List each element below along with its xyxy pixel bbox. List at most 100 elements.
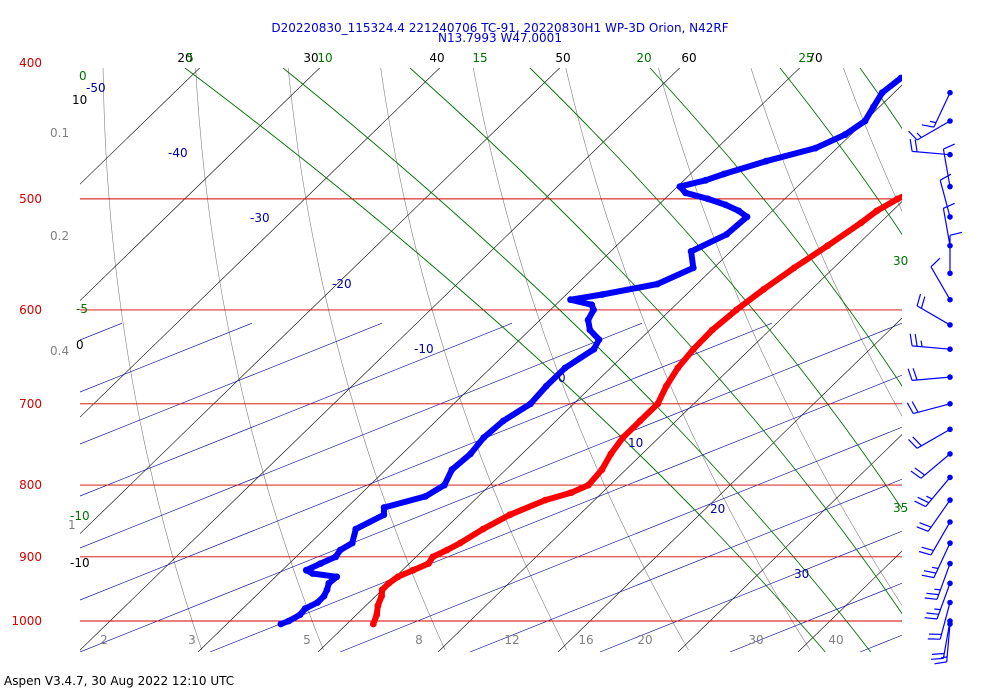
- temperature-point: [654, 400, 662, 408]
- dewpoint-point: [467, 450, 474, 458]
- isotherm-top-label: 70: [807, 51, 822, 65]
- temperature-point: [894, 195, 901, 203]
- moist-right-label: 30: [893, 254, 908, 268]
- chart-subtitle: N13.7993 W47.0001: [438, 31, 562, 45]
- pressure-label: 500: [19, 192, 42, 206]
- isotherm: [677, 434, 902, 652]
- mixing-ratio-line: [80, 322, 253, 393]
- wind-barb: [906, 401, 953, 415]
- moist-adiabat: [529, 68, 902, 510]
- dewpoint-point: [897, 74, 902, 82]
- dewpoint-point: [762, 157, 770, 165]
- temperature-point: [824, 242, 832, 250]
- dewpoint-point: [720, 170, 728, 178]
- temperature-point: [674, 364, 682, 372]
- wind-barb: [907, 368, 953, 381]
- wind-barb: [924, 580, 953, 620]
- dewpoint-point: [590, 345, 598, 353]
- mixing-ratio-line: [209, 374, 902, 652]
- moist-top-label: 15: [472, 51, 487, 65]
- bottom-label: 2: [100, 633, 108, 647]
- dewpoint-point: [317, 560, 324, 567]
- temperature-point: [443, 546, 451, 554]
- footer-version: Aspen V3.4.7, 30 Aug 2022 12:10 UTC: [4, 674, 235, 688]
- temperature-point: [373, 611, 381, 619]
- moist-top-label: 20: [636, 51, 651, 65]
- wind-barb: [921, 89, 953, 128]
- dewpoint-point: [441, 481, 448, 489]
- temperature-point: [690, 345, 697, 353]
- temperature-point: [873, 207, 881, 215]
- isotherm: [80, 68, 441, 418]
- pressure-label: 900: [19, 550, 42, 564]
- chart-title: D20220830_115324.4 221240706 TC-91, 2022…: [271, 21, 728, 35]
- dewpoint-point: [723, 231, 730, 238]
- temperature-point: [607, 450, 615, 458]
- temperature-point: [961, 158, 968, 165]
- dewpoint-point: [735, 207, 743, 215]
- dewpoint-point: [567, 296, 574, 304]
- isotherm-top-label: 40: [429, 51, 444, 65]
- mixing-inner-label: -20: [332, 277, 352, 291]
- background-lines: [80, 68, 902, 652]
- temperature-point: [369, 620, 377, 628]
- dewpoint-point: [527, 400, 534, 408]
- isotherm: [437, 201, 902, 652]
- temperature-point: [479, 525, 487, 533]
- moist-adiabat: [779, 68, 902, 236]
- isotherm: [80, 68, 321, 302]
- wind-barb: [916, 293, 953, 328]
- dewpoint-point: [743, 213, 751, 221]
- temperature-point: [619, 434, 627, 441]
- bottom-label: 20: [637, 633, 652, 647]
- pressure-label: 400: [19, 56, 42, 70]
- dewpoint-point: [332, 553, 340, 561]
- bottom-label: 40: [828, 633, 843, 647]
- dewpoint-point: [689, 264, 697, 272]
- pressure-label: 1000: [11, 614, 42, 628]
- temperature-point: [598, 466, 606, 474]
- wind-barb: [908, 118, 953, 141]
- temperature-point: [374, 602, 382, 609]
- mixing-inner-label: 10: [628, 436, 643, 450]
- dewpoint-point: [676, 183, 684, 191]
- dewpoint-point: [598, 291, 606, 298]
- mixing-inner-label: -30: [250, 211, 270, 225]
- dewpoint-point: [499, 417, 507, 425]
- temperature-point: [394, 573, 402, 581]
- moist-right-label: 35: [893, 501, 908, 515]
- temperature-point: [567, 489, 575, 497]
- dewpoint-point: [654, 280, 661, 288]
- dewpoint-point: [301, 605, 309, 613]
- dry-left-label: 0.2: [50, 229, 69, 243]
- dewpoint-point: [682, 189, 689, 197]
- wind-barb: [910, 451, 953, 479]
- dewpoint-point: [277, 620, 285, 628]
- moist-adiabat: [282, 68, 872, 652]
- dewpoint-point: [309, 570, 316, 577]
- moist-adiabat: [184, 68, 826, 652]
- dewpoint-point: [878, 89, 886, 97]
- wind-barb: [942, 143, 955, 190]
- temperature-point: [425, 560, 432, 567]
- dry-adiabat: [195, 68, 324, 651]
- isotherm-top-label: 50: [555, 51, 570, 65]
- temperature-profile: [370, 193, 902, 627]
- isotherm: [797, 550, 902, 652]
- wind-barb: [924, 560, 953, 600]
- dewpoint-point: [687, 248, 695, 255]
- dewpoint-point: [302, 566, 310, 574]
- mixing-ratio-line: [469, 478, 902, 652]
- moist-top-label: 25: [798, 51, 813, 65]
- temperature-point: [790, 264, 798, 272]
- dewpoint-point: [590, 306, 597, 314]
- dry-adiabat: [843, 68, 902, 212]
- mixing-ratio-line: [80, 322, 513, 497]
- wind-barb: [947, 231, 963, 277]
- temperature-point: [857, 219, 865, 227]
- isotherm-left-label: 10: [72, 93, 87, 107]
- temperature-point: [429, 553, 437, 561]
- wind-barb: [934, 621, 953, 665]
- wind-barb: [930, 257, 953, 303]
